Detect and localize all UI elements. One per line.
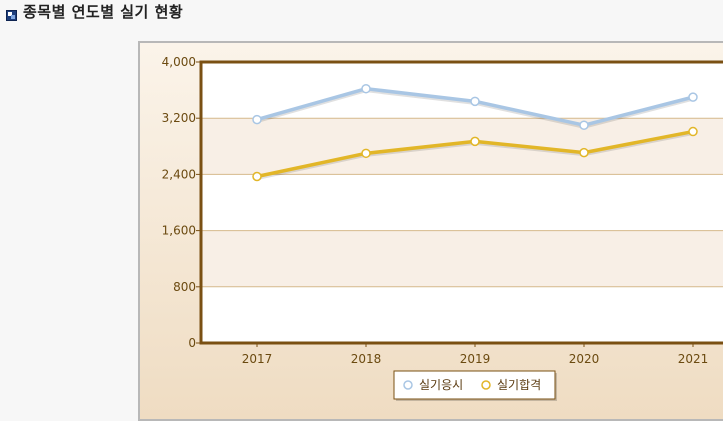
series-point	[252, 171, 262, 182]
y-tick-label: 2,400	[162, 167, 196, 181]
legend-label: 실기합격	[497, 378, 541, 392]
legend-marker	[481, 380, 491, 390]
plot-band	[201, 174, 723, 231]
series-point	[688, 92, 698, 102]
plot-band	[201, 230, 723, 287]
legend-box	[393, 370, 556, 400]
x-tick-label: 2018	[351, 352, 382, 366]
plot-band	[201, 118, 723, 175]
series-point	[579, 120, 589, 130]
plot-area-border	[199, 60, 723, 345]
series-point	[361, 83, 371, 94]
x-tick-label: 2017	[242, 352, 273, 366]
y-tick-label: 3,200	[162, 111, 196, 125]
x-tick-label: 2021	[678, 352, 709, 366]
legend-marker	[403, 380, 413, 390]
plot-band	[201, 62, 723, 119]
legend-label: 실기응시	[419, 378, 463, 392]
x-tick-label: 2020	[569, 352, 600, 366]
chart-container: 0 800 1,600 2,400 3,200 4,000 2017 2018 2019 202…	[138, 41, 723, 421]
series-point	[470, 136, 480, 147]
series-point	[579, 147, 589, 158]
page-title: 종목별 연도별 실기 현황	[23, 2, 184, 21]
chart-legend: 실기응시 실기합격	[393, 370, 557, 401]
plot-band	[201, 286, 723, 343]
series-point	[470, 96, 480, 107]
square-bullet-icon	[6, 6, 17, 21]
y-tick-label: 800	[173, 280, 196, 294]
series-point	[688, 126, 698, 137]
series-point	[361, 148, 371, 159]
y-tick-label: 0	[188, 336, 196, 350]
y-tick-label: 1,600	[162, 224, 196, 238]
y-tick-label: 4,000	[162, 55, 196, 69]
x-tick-label: 2019	[460, 352, 491, 366]
line-chart: 0 800 1,600 2,400 3,200 4,000 2017 2018 2019 202…	[138, 41, 723, 421]
series-point	[252, 114, 262, 125]
page-heading: 종목별 연도별 실기 현황	[6, 1, 183, 21]
